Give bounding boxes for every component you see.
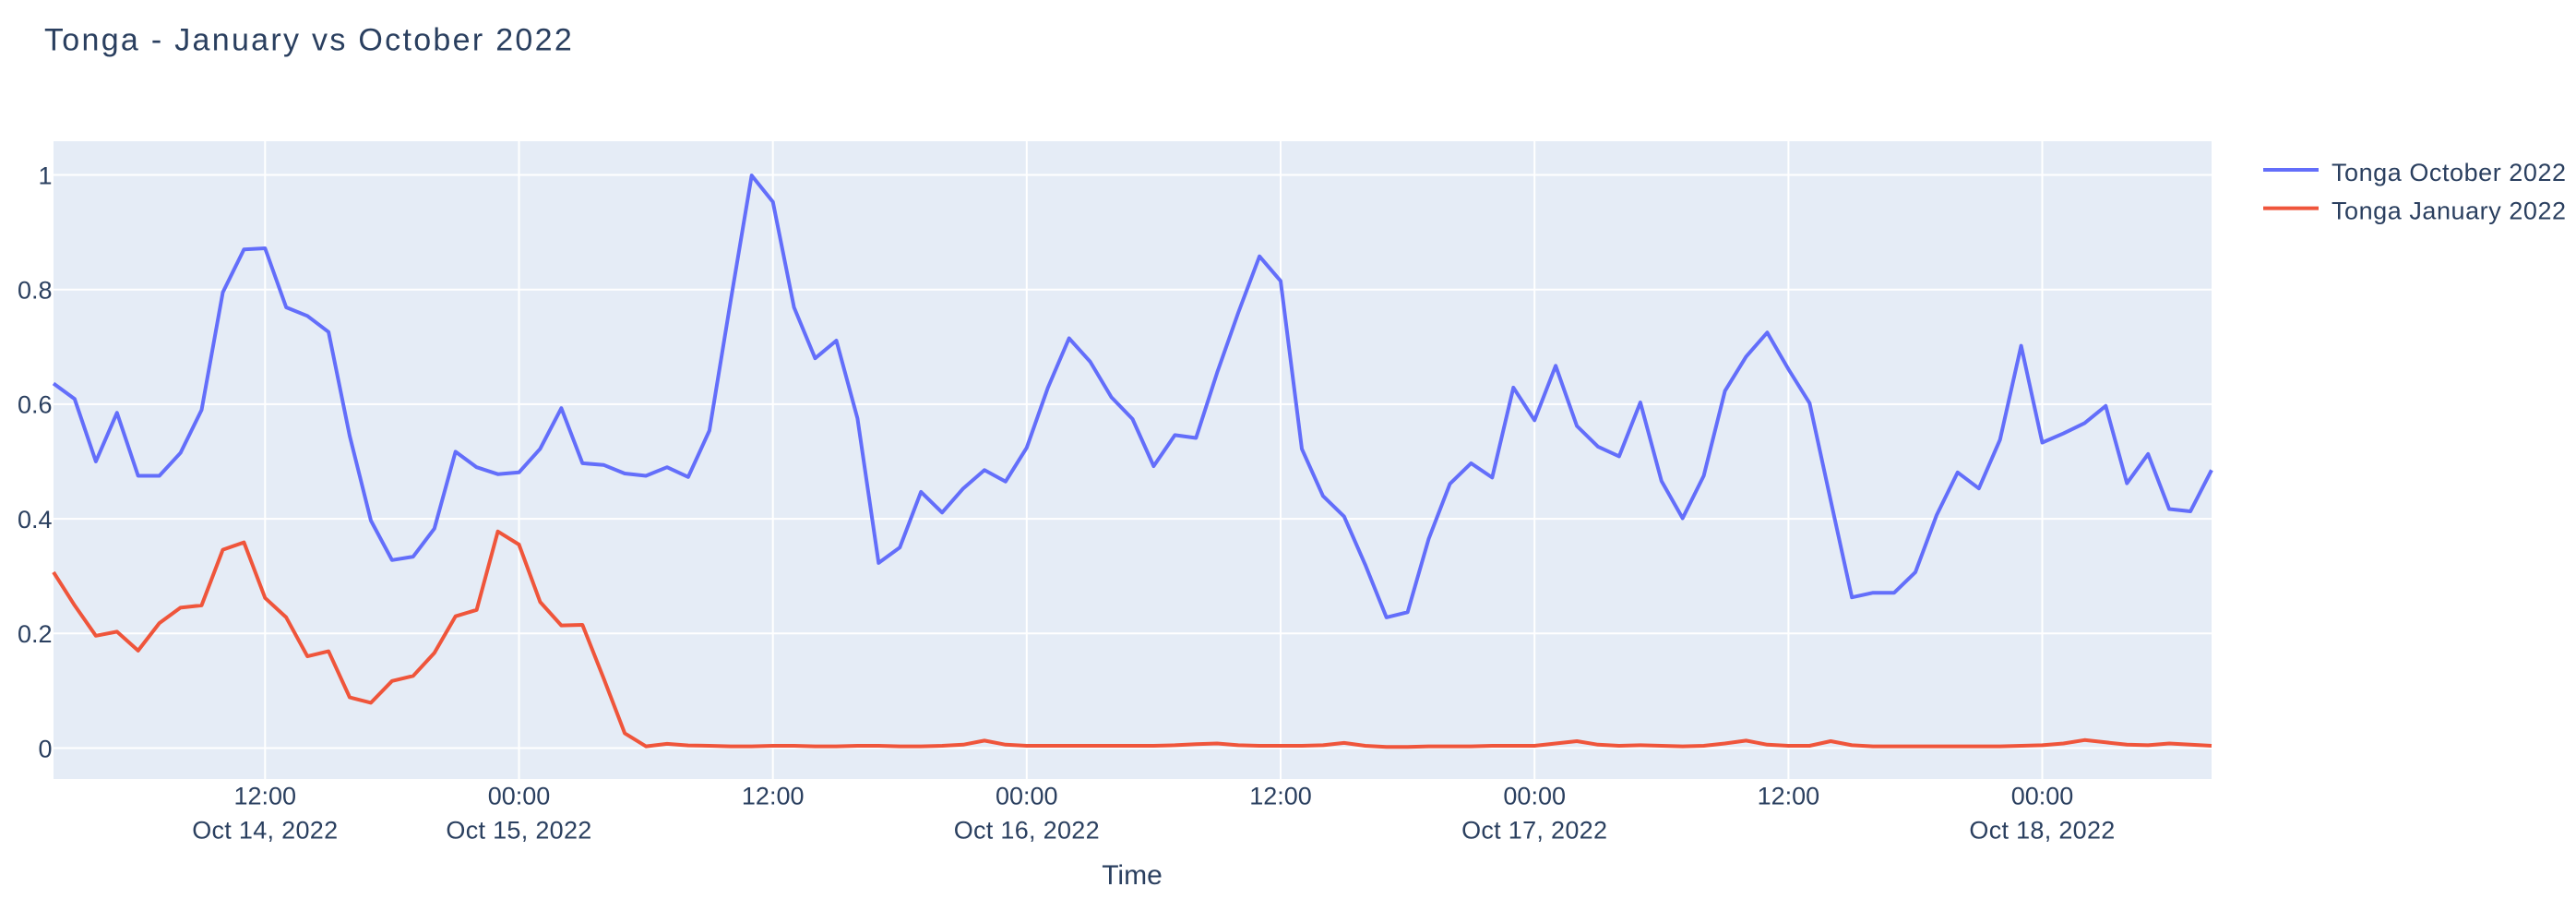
svg-text:12:00: 12:00 (1758, 783, 1820, 810)
svg-text:Tonga October 2022: Tonga October 2022 (2332, 159, 2567, 186)
svg-text:00:00: 00:00 (1503, 783, 1566, 810)
svg-text:Time: Time (1102, 860, 1163, 891)
svg-text:Oct 17, 2022: Oct 17, 2022 (1461, 816, 1607, 844)
svg-text:0: 0 (38, 735, 52, 762)
svg-text:12:00: 12:00 (742, 783, 805, 810)
svg-text:Oct 18, 2022: Oct 18, 2022 (1969, 816, 2115, 844)
svg-text:0.4: 0.4 (18, 506, 53, 533)
svg-text:00:00: 00:00 (488, 783, 551, 810)
svg-text:0.8: 0.8 (18, 277, 53, 305)
svg-text:0.6: 0.6 (18, 391, 53, 419)
svg-text:Oct 16, 2022: Oct 16, 2022 (954, 816, 1100, 844)
svg-text:12:00: 12:00 (1249, 783, 1312, 810)
svg-text:Tonga January 2022: Tonga January 2022 (2332, 198, 2567, 225)
svg-text:Tonga - January vs October 202: Tonga - January vs October 2022 (44, 23, 574, 58)
svg-text:00:00: 00:00 (2011, 783, 2074, 810)
svg-text:1: 1 (38, 162, 52, 189)
svg-text:Oct 14, 2022: Oct 14, 2022 (192, 816, 338, 844)
svg-text:Oct 15, 2022: Oct 15, 2022 (446, 816, 591, 844)
svg-text:00:00: 00:00 (996, 783, 1058, 810)
svg-text:12:00: 12:00 (234, 783, 297, 810)
svg-text:0.2: 0.2 (18, 620, 53, 648)
